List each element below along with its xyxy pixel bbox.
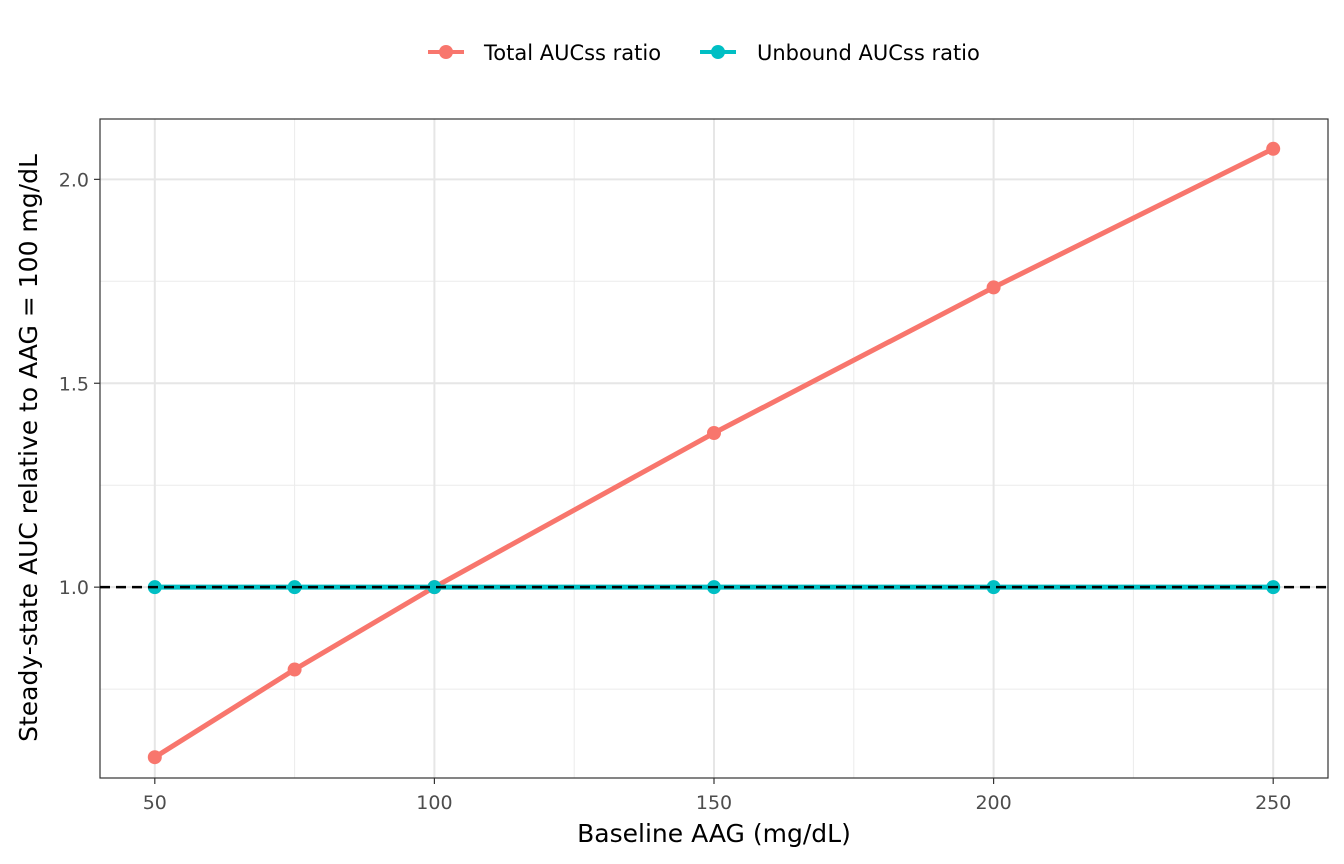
x-tick-label: 200	[975, 792, 1011, 814]
series-line-0	[153, 146, 1275, 760]
series-0-point	[287, 662, 302, 677]
y-axis-ticks: 1.0 1.5 2.0	[59, 169, 100, 599]
series-0-point	[986, 280, 1001, 295]
series-group	[147, 141, 1281, 765]
x-tick-label: 50	[143, 792, 167, 814]
series-0-point	[147, 750, 162, 765]
legend-label-unbound: Unbound AUCss ratio	[757, 41, 980, 65]
x-tick-label: 150	[696, 792, 732, 814]
x-axis-ticks: 50 100 150 200 250	[143, 778, 1291, 814]
y-tick-label: 2.0	[59, 169, 89, 191]
x-tick-label: 100	[416, 792, 452, 814]
y-tick-label: 1.0	[59, 577, 89, 599]
y-axis-title: Steady-state AUC relative to AAG = 100 m…	[14, 154, 43, 742]
legend-item-total: Total AUCss ratio	[428, 41, 661, 65]
series-0-point	[707, 426, 721, 441]
y-tick-label: 1.5	[59, 373, 89, 395]
gridlines	[100, 119, 1328, 778]
series-0-point	[1266, 141, 1281, 156]
x-axis-title: Baseline AAG (mg/dL)	[577, 819, 851, 848]
series-1-point	[427, 580, 442, 595]
legend-label-total: Total AUCss ratio	[483, 41, 661, 65]
legend-key-total-point	[439, 45, 453, 59]
legend: Total AUCss ratio Unbound AUCss ratio	[428, 41, 980, 65]
series-1-point	[986, 580, 1001, 595]
x-tick-label: 250	[1255, 792, 1291, 814]
legend-item-unbound: Unbound AUCss ratio	[700, 41, 980, 65]
legend-key-unbound-point	[711, 45, 725, 59]
